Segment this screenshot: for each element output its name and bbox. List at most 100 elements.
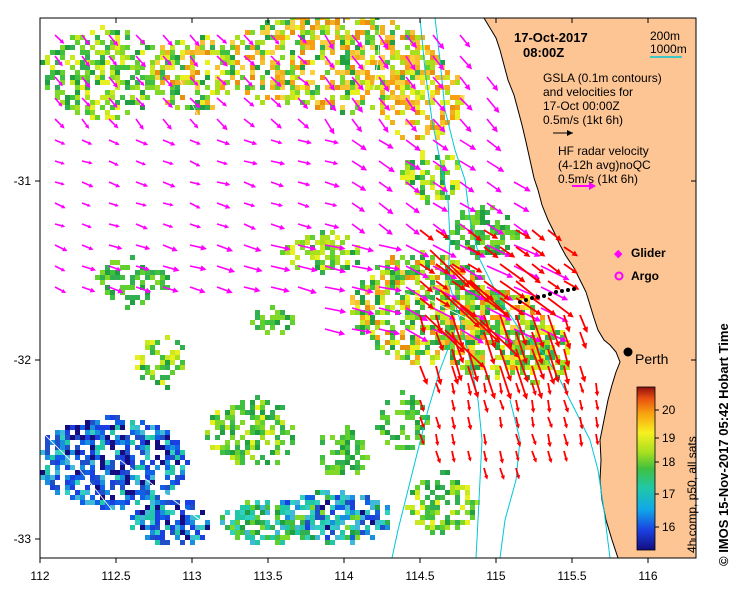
hf-arrow-head <box>196 181 201 186</box>
sst-pixel <box>520 345 525 350</box>
sst-pixel <box>155 55 160 60</box>
sst-pixel <box>175 445 180 450</box>
hf-arrow-head <box>305 182 311 187</box>
sst-pixel <box>530 380 535 385</box>
sst-pixel <box>240 450 245 455</box>
sst-pixel <box>140 445 145 450</box>
sst-pixel <box>85 430 90 435</box>
title-date: 17-Oct-2017 <box>514 30 588 45</box>
sst-pixel <box>250 85 255 90</box>
hf-arrow-head <box>60 267 66 272</box>
sst-pixel <box>70 65 75 70</box>
sst-pixel <box>305 500 310 505</box>
sst-pixel <box>300 20 305 25</box>
sst-pixel <box>45 85 50 90</box>
hf-arrow <box>405 286 426 300</box>
sst-pixel <box>385 270 390 275</box>
sst-pixel <box>345 455 350 460</box>
sst-pixel <box>450 360 455 365</box>
sst-pixel <box>420 150 425 155</box>
sst-pixel <box>415 490 420 495</box>
sst-pixel <box>420 95 425 100</box>
sst-pixel <box>290 425 295 430</box>
sst-pixel <box>395 55 400 60</box>
sst-pixel <box>305 535 310 540</box>
sst-pixel <box>395 300 400 305</box>
hf-arrow-head <box>117 245 123 250</box>
sst-pixel <box>330 465 335 470</box>
sst-pixel <box>495 370 500 375</box>
y-tick-label: -33 <box>14 532 32 546</box>
sst-pixel <box>330 450 335 455</box>
gsla-arrow-head <box>493 336 500 343</box>
gsla-arrow-head <box>555 235 562 242</box>
gsla-arrow-head <box>580 375 587 383</box>
sst-pixel <box>355 50 360 55</box>
sst-pixel <box>455 160 460 165</box>
sst-pixel <box>135 465 140 470</box>
sst-pixel <box>110 415 115 420</box>
sst-pixel <box>345 425 350 430</box>
sst-pixel <box>100 440 105 445</box>
hf-arrow <box>378 307 399 314</box>
sst-pixel <box>100 475 105 480</box>
gsla-arrow <box>531 297 554 315</box>
sst-pixel <box>160 70 165 75</box>
sst-pixel <box>130 420 135 425</box>
sst-pixel <box>245 535 250 540</box>
gsla-arrow-head <box>564 390 569 396</box>
gsla-arrow <box>499 348 511 379</box>
sst-pixel <box>280 330 285 335</box>
sst-pixel <box>415 275 420 280</box>
sst-pixel <box>130 75 135 80</box>
sst-pixel <box>470 310 475 315</box>
sst-pixel <box>430 355 435 360</box>
hf-arrow <box>351 139 365 149</box>
gsla-arrow <box>499 365 511 397</box>
sst-pixel <box>430 175 435 180</box>
sst-pixel <box>375 335 380 340</box>
sst-pixel <box>295 500 300 505</box>
sst-pixel <box>135 355 140 360</box>
sst-pixel <box>130 440 135 445</box>
sst-pixel <box>260 320 265 325</box>
sst-pixel <box>380 60 385 65</box>
sst-pixel <box>375 265 380 270</box>
sst-pixel <box>195 50 200 55</box>
sst-pixel <box>465 360 470 365</box>
sst-pixel <box>340 45 345 50</box>
sst-pixel <box>330 435 335 440</box>
sst-pixel <box>480 205 485 210</box>
sst-pixel <box>155 340 160 345</box>
sst-pixel <box>415 315 420 320</box>
sst-pixel <box>215 445 220 450</box>
sst-pixel <box>135 475 140 480</box>
sst-pixel <box>360 330 365 335</box>
hf-arrow-head <box>388 166 395 173</box>
sst-pixel <box>185 50 190 55</box>
gsla-arrow <box>547 297 572 317</box>
sst-pixel <box>265 520 270 525</box>
sst-pixel <box>225 55 230 60</box>
sst-pixel <box>45 465 50 470</box>
sst-pixel <box>535 365 540 370</box>
sst-pixel <box>385 525 390 530</box>
sst-pixel <box>325 240 330 245</box>
sst-pixel <box>105 285 110 290</box>
x-tick-label: 113.5 <box>253 569 282 583</box>
sst-pixel <box>175 475 180 480</box>
sst-pixel <box>540 365 545 370</box>
hf-arrow-head <box>495 186 502 193</box>
sst-pixel <box>445 255 450 260</box>
hf-arrow <box>351 55 363 69</box>
sst-pixel <box>480 275 485 280</box>
sst-pixel <box>475 290 480 295</box>
sst-pixel <box>430 280 435 285</box>
sst-pixel <box>120 80 125 85</box>
sst-pixel <box>510 345 515 350</box>
sst-pixel <box>255 310 260 315</box>
sst-pixel <box>410 325 415 330</box>
sst-pixel <box>285 505 290 510</box>
sst-pixel <box>405 400 410 405</box>
